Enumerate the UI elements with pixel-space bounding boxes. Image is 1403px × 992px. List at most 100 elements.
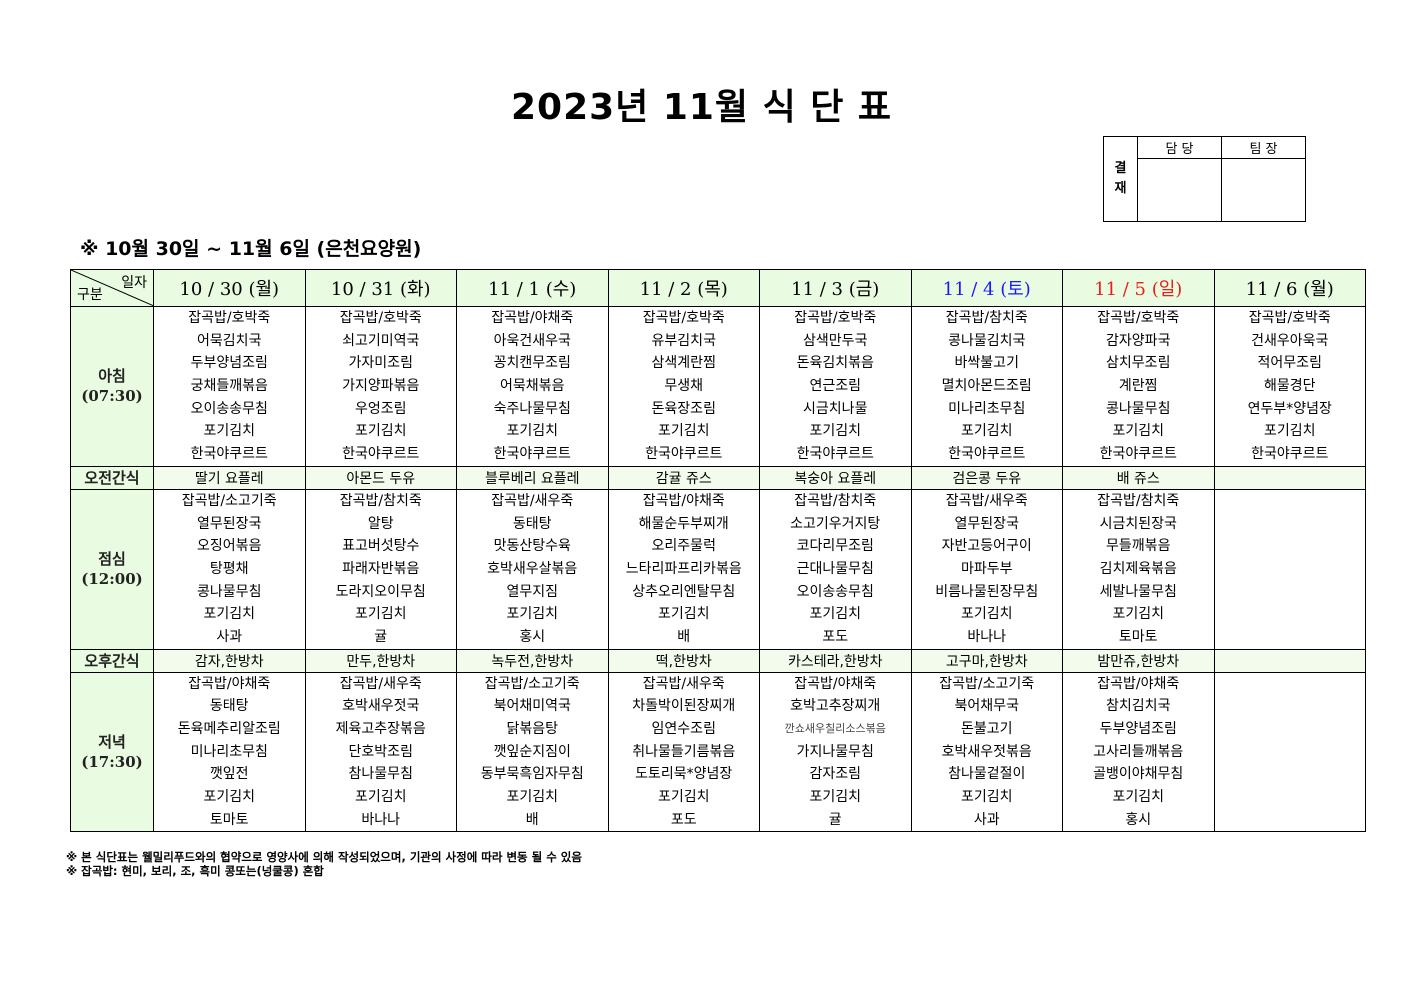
menu-item: 유부김치국 [651,332,716,349]
corner-category-label: 구분 [77,287,103,303]
menu-item: 삼치무조림 [1106,355,1171,372]
menu-item: 상추오리엔탈무침 [632,583,736,600]
menu-item: 미나리초무침 [948,400,1026,417]
menu-item: 토마토 [209,811,249,828]
menu-item: 잡곡밥/야채죽 [188,675,271,692]
menu-item: 건새우아욱국 [1251,332,1329,349]
menu-item: 돈육메추리알조림 [177,721,281,737]
menu-item: 표고버섯탕수 [342,538,420,555]
menu-item: 배 [525,811,539,828]
menu-item: 근대나물무침 [796,560,874,577]
menu-item: 골뱅이야채무침 [1093,766,1184,783]
menu-item: 해물경단 [1263,378,1316,395]
menu-cell: 잡곡밥/새우죽 열무된장국 자반고등어구이 마파두부 비름나물된장무침 포기김치 바나나 [910,488,1063,650]
menu-cell: 잡곡밥/야채죽 아욱건새우국 꽁치캔무조림 어묵채볶음 숙주나물무침 포기김치 한국야쿠르트 [456,306,609,467]
snack-cell [1213,648,1366,673]
snack-cell: 복숭아 요플레 [759,465,912,490]
menu-item: 취나물들기름볶음 [632,743,736,760]
menu-item: 잡곡밥/참치죽 [945,310,1028,326]
menu-cell: 잡곡밥/호박죽 삼색만두국 돈육김치볶음 연근조림 시금치나물 포기김치 한국야쿠르트 [759,306,912,467]
menu-item [1215,558,1366,581]
menu-item: 쇠고기미역국 [342,332,420,349]
menu-item: 포기김치 [960,423,1013,440]
breakfast-label: 아침 (07:30) [70,306,154,467]
menu-item: 열무된장국 [197,515,262,532]
snack-cell: 떡,한방차 [607,648,760,673]
menu-item [1215,809,1366,832]
menu-item: 포기김치 [657,423,710,440]
dinner-row: 저녁 (17:30) 잡곡밥/야채죽 동태탕 돈육메추리알조림 미나리초무침 깻잎전 포기김치… [70,671,1366,833]
menu-cell: 잡곡밥/새우죽 차돌박이된장찌개 임연수조림 취나물들기름볶음 도토리묵*양념장 포기김치… [607,671,760,833]
menu-item: 동태탕 [209,698,249,715]
menu-item: 잡곡밥/참치죽 [339,492,422,509]
meal-name: 점심 [98,550,126,569]
menu-item: 세발나물무침 [1099,583,1177,600]
menu-cell: 잡곡밥/야채죽 동태탕 돈육메추리알조림 미나리초무침 깻잎전 포기김치 토마토 [153,671,306,833]
menu-cell: 잡곡밥/참치죽 알탕 표고버섯탕수 파래자반볶음 도라지오이무침 포기김치 귤 [304,488,457,650]
menu-item: 잡곡밥/소고기죽 [939,675,1035,692]
meal-name: 저녁 [98,733,126,752]
menu-item: 잡곡밥/참치죽 [794,492,877,509]
menu-item: 포기김치 [1112,606,1165,623]
menu-item: 포기김치 [354,423,407,440]
page-title: 2023년 11월 식 단 표 [510,87,893,128]
approval-sign-leader[interactable] [1221,158,1306,222]
menu-item: 호박새우젓볶음 [941,743,1032,760]
menu-item: 감자양파국 [1106,332,1171,349]
menu-item: 잡곡밥/호박죽 [794,310,877,326]
menu-item: 한국야쿠르트 [493,446,571,463]
menu-item: 포기김치 [203,606,256,623]
menu-item: 가자미조림 [348,355,413,372]
menu-item: 깐쇼새우칠리소스볶음 [784,722,886,735]
menu-cell: 잡곡밥/참치죽 소고기우거지탕 코다리무조림 근대나물무침 오이송송무침 포기김치 포도 [759,488,912,650]
date-header-7: 11 / 6 (월) [1213,269,1366,307]
approval-sign-manager[interactable] [1137,158,1222,222]
menu-item: 잡곡밥/참치죽 [1097,492,1180,509]
menu-item: 한국야쿠르트 [645,446,723,463]
menu-item: 포기김치 [506,606,559,623]
pm-snack-label: 오후간식 [70,648,154,673]
approval-col-leader: 팀 장 [1221,136,1306,159]
header-row: 일자 구분 10 / 30 (월) 10 / 31 (화) 11 / 1 (수) 11… [70,269,1366,307]
menu-item: 홍시 [519,628,546,645]
menu-item: 계란찜 [1118,378,1158,395]
menu-item: 연근조림 [809,378,862,395]
menu-item: 닭볶음탕 [506,721,559,737]
menu-item [1215,490,1366,513]
menu-item: 오징어볶음 [197,538,262,555]
am-snack-row: 오전간식 딸기 요플레 아몬드 두유 블루베리 요플레 감귤 쥬스 복숭아 요플레 검은콩 … [70,465,1366,490]
menu-item: 열무지짐 [506,583,559,600]
menu-item [1215,513,1366,536]
meal-time: (07:30) [81,387,143,406]
date-header-4: 11 / 3 (금) [759,269,912,307]
corner-cell: 일자 구분 [70,269,154,307]
menu-item: 잡곡밥/호박죽 [1248,310,1331,326]
menu-item: 맛동산탕수육 [493,538,571,555]
menu-cell: 잡곡밥/호박죽 건새우아욱국 적어무조림 해물경단 연두부*양념장 포기김치 한국야쿠르트 [1213,306,1366,467]
menu-item: 마파두부 [960,560,1013,577]
menu-item: 소고기우거지탕 [790,515,881,532]
menu-item: 포기김치 [657,606,710,623]
snack-cell: 밤만쥬,한방차 [1062,648,1215,673]
corner-date-label: 일자 [121,275,147,291]
approval-label-bottom: 재 [1114,181,1127,196]
menu-item: 잡곡밥/호박죽 [339,310,422,326]
menu-item: 잡곡밥/새우죽 [491,492,574,509]
menu-item: 어묵채볶음 [500,378,565,395]
meal-time: (12:00) [81,570,143,589]
menu-item: 콩나물무침 [197,583,262,600]
snack-cell: 딸기 요플레 [153,465,306,490]
diagonal-line [71,270,154,306]
lunch-row: 점심 (12:00) 잡곡밥/소고기죽 열무된장국 오징어볶음 탕평채 콩나물무침 포기김치 사… [70,488,1366,650]
menu-item: 제육고추장볶음 [335,721,426,737]
menu-item [1215,763,1366,786]
snack-cell: 블루베리 요플레 [456,465,609,490]
approval-col-manager: 담 당 [1137,136,1222,159]
menu-item: 삼색계란찜 [651,355,716,372]
menu-item [1215,626,1366,649]
menu-item: 포도 [822,628,849,645]
menu-item: 느타리파프리카볶음 [625,560,742,577]
snack-cell: 만두,한방차 [304,648,457,673]
menu-item: 잡곡밥/소고기죽 [484,675,580,692]
menu-item: 바싹불고기 [954,355,1019,372]
